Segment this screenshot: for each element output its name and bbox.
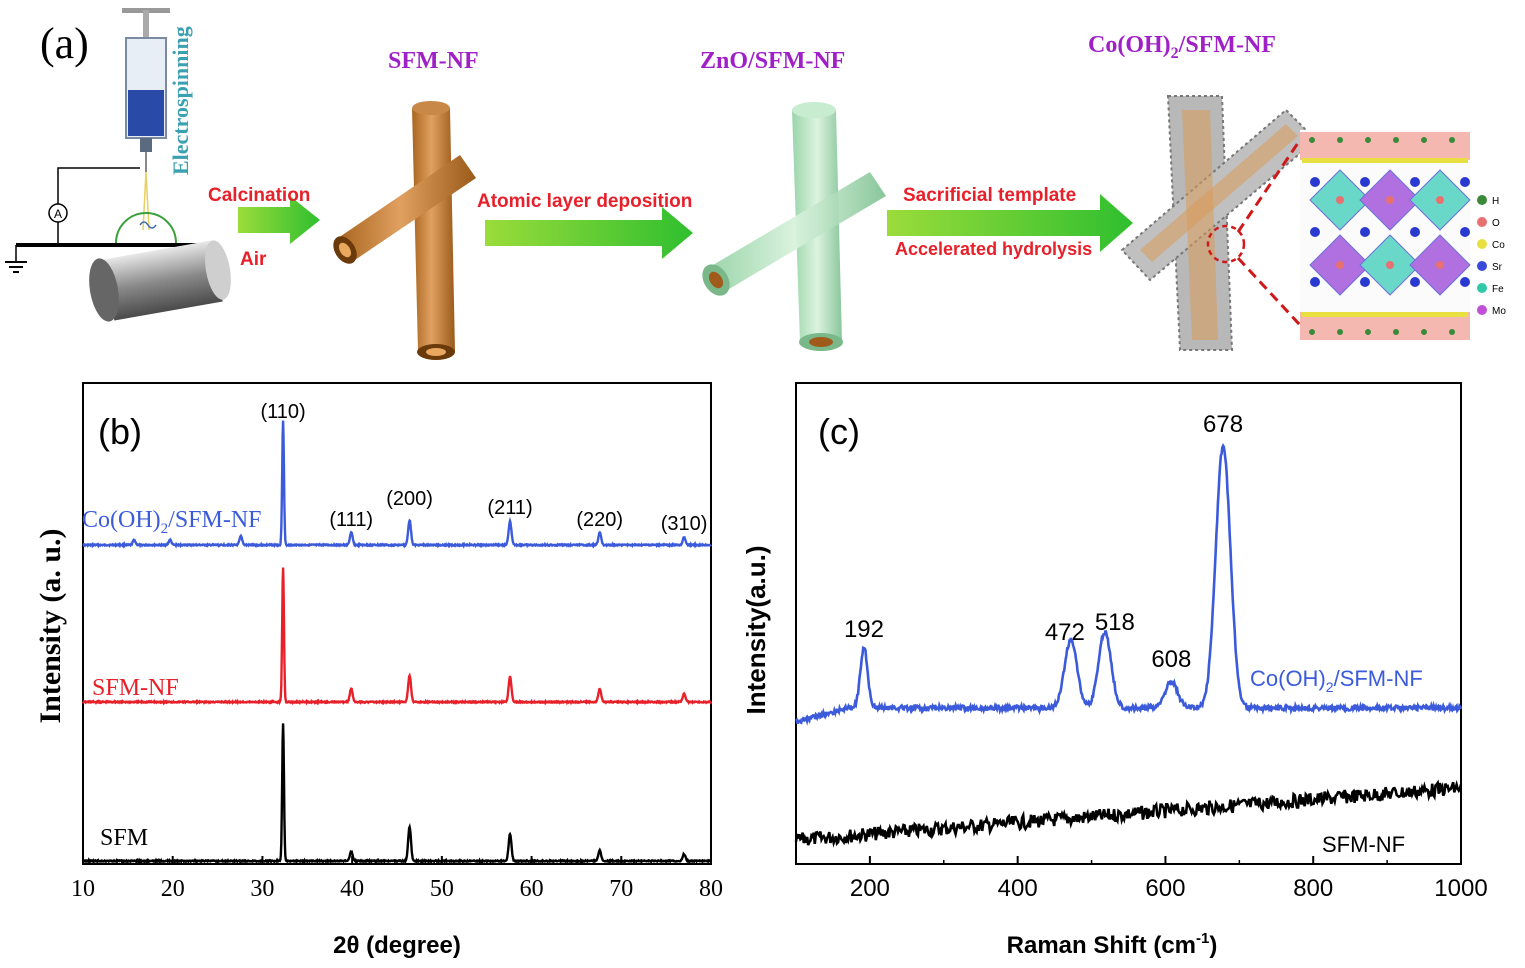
legend-dot-sr [1477, 261, 1487, 271]
panel-c-xtick-label: 600 [1145, 875, 1185, 902]
panel-b-peak-label: (200) [386, 488, 433, 510]
panel-b-xtick-label: 30 [250, 876, 274, 902]
panel-c-series-line-co-oh2 [795, 443, 1463, 726]
arrow-hydrolysis: Sacrificial template Accelerated hydroly… [887, 185, 1133, 259]
panel-c-xlabel: Raman Shift (cm-1) [1007, 930, 1218, 959]
panel-c-peak-label: 608 [1151, 646, 1191, 673]
panel-a-schematic: (a) Electrospinning A [5, 8, 1506, 360]
legend-dot-mo [1477, 305, 1487, 315]
panel-b-ylabel: Intensity (a. u.) [34, 528, 67, 723]
circuit-illustration: A [5, 167, 200, 273]
panel-c-annotations: 192 472 518 608 678 [844, 411, 1243, 673]
legend-dot-co [1477, 239, 1487, 249]
panel-b-peak-label: (110) [260, 401, 305, 423]
panel-b-label: (b) [98, 411, 142, 452]
panel-c-label: (c) [818, 411, 860, 452]
legend-label-o: O [1492, 218, 1500, 229]
panel-b-xtick-label: 60 [520, 876, 544, 902]
panel-c-peak-label: 518 [1095, 609, 1135, 636]
panel-b-xlabel: 2θ (degree) [333, 932, 461, 959]
crystal-legend: HO Co Sr Fe Mo [1477, 195, 1506, 317]
panel-c-series [794, 443, 1463, 848]
sfm-nf-fibers: SFM-NF [333, 48, 479, 360]
panel-c-series-line-sfm-nf [794, 779, 1463, 848]
panel-c-xtick-label: 200 [850, 875, 890, 902]
collector-drum [89, 240, 231, 322]
panel-b-xtick-label: 80 [699, 876, 723, 902]
panel-c-xtick-label: 800 [1293, 875, 1333, 902]
panel-c-peak-label: 678 [1203, 411, 1243, 438]
panel-a-label: (a) [40, 19, 89, 68]
crystal-structure [1300, 130, 1471, 340]
panel-c-peak-label: 192 [844, 616, 884, 643]
syringe-illustration: Electrospinning [122, 8, 193, 231]
arrow-ald: Atomic layer deposition [477, 191, 693, 259]
co-oh2-sfm-nf-fibers: Co(OH)2/SFM-NF [1088, 32, 1318, 351]
accelerated-hydrolysis-label: Accelerated hydrolysis [895, 239, 1092, 259]
panel-b-series [81, 420, 713, 865]
panel-b-series-line-0 [82, 420, 712, 549]
ald-label: Atomic layer deposition [477, 191, 692, 212]
co-oh2-sfm-nf-title: Co(OH)2/SFM-NF [1088, 32, 1276, 62]
legend-label-h: H [1492, 196, 1499, 207]
panel-c-raman-chart: (c) 200 400 600 800 1000 192 472 518 608 678 Co(… [741, 382, 1488, 959]
legend-label-co: Co [1492, 240, 1505, 251]
panel-c-xaxis: 200 400 600 800 1000 [850, 856, 1488, 902]
panel-b-series-line-1 [81, 567, 713, 706]
panel-b-peak-label: (211) [487, 497, 532, 519]
panel-b-peak-label: (111) [329, 509, 373, 531]
panel-b-xtick-label: 10 [71, 876, 95, 902]
legend-dot-fe [1477, 283, 1487, 293]
legend-label-mo: Mo [1492, 306, 1506, 317]
panel-b-peak-label: (310) [661, 513, 708, 535]
panel-c-series-label-sfm-nf: SFM-NF [1322, 832, 1405, 857]
zno-sfm-nf-fibers: ZnO/SFM-NF [700, 48, 886, 351]
panel-c-series-label-co: Co(OH)2/SFM-NF [1250, 666, 1423, 695]
zno-sfm-nf-title: ZnO/SFM-NF [700, 48, 845, 74]
panel-b-xtick-label: 50 [430, 876, 454, 902]
panel-b-annotations: (110) (111) (200) (211) (220) (310) [260, 401, 707, 535]
panel-b-xtick-label: 20 [161, 876, 185, 902]
panel-b-xrd-chart: (b) 10 20 30 40 50 60 70 80 (110) (111) (200) (211… [34, 382, 723, 959]
electrospinning-label: Electrospinning [168, 26, 193, 175]
legend-label-sr: Sr [1492, 262, 1503, 273]
legend-dot-h [1477, 195, 1487, 205]
panel-b-series-label-sfm: SFM [100, 825, 148, 851]
panel-b-series-label-sfm-nf: SFM-NF [92, 675, 179, 701]
panel-c-ylabel: Intensity(a.u.) [741, 545, 771, 714]
panel-b-peak-label: (220) [576, 509, 623, 531]
panel-c-xtick-label: 1000 [1434, 875, 1487, 902]
air-label: Air [240, 249, 267, 270]
panel-b-xtick-label: 40 [340, 876, 364, 902]
panel-b-series-line-2 [82, 723, 712, 865]
panel-c-frame [795, 382, 1462, 865]
panel-b-xtick-label: 70 [609, 876, 633, 902]
panel-b-series-label-co: Co(OH)2/SFM-NF [82, 507, 262, 537]
panel-b-frame [82, 382, 712, 865]
calcination-label: Calcination [208, 185, 310, 206]
arrow-calcination: Calcination Air [208, 185, 320, 270]
panel-c-peak-label: 472 [1045, 619, 1085, 646]
sacrificial-template-label: Sacrificial template [903, 185, 1076, 206]
legend-label-fe: Fe [1492, 284, 1504, 295]
sfm-nf-title: SFM-NF [388, 48, 479, 74]
legend-dot-o [1477, 217, 1487, 227]
ammeter-label: A [54, 207, 62, 221]
panel-c-xtick-label: 400 [998, 875, 1038, 902]
